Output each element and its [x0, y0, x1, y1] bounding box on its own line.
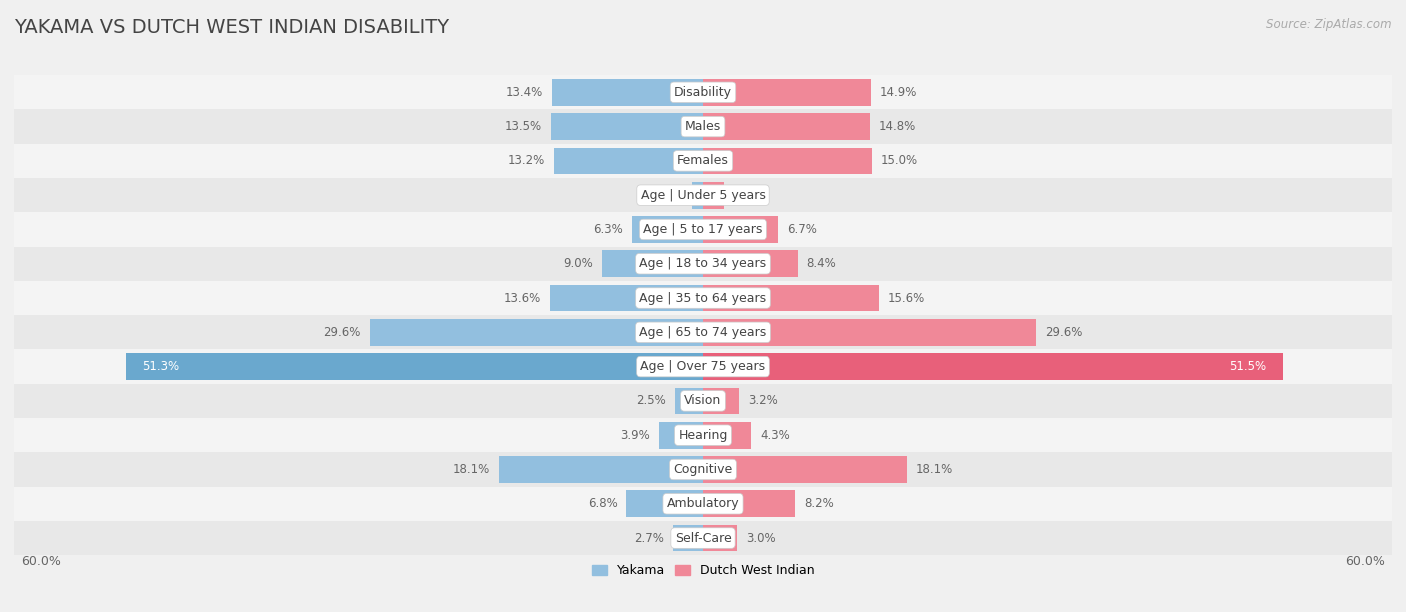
Bar — [370, 319, 703, 346]
Text: 14.9%: 14.9% — [880, 86, 917, 99]
Text: Age | 18 to 34 years: Age | 18 to 34 years — [640, 257, 766, 271]
Text: 3.9%: 3.9% — [620, 428, 650, 442]
Text: Source: ZipAtlas.com: Source: ZipAtlas.com — [1267, 18, 1392, 31]
Bar — [703, 147, 872, 174]
Text: Age | 35 to 64 years: Age | 35 to 64 years — [640, 291, 766, 305]
Text: 3.2%: 3.2% — [748, 394, 778, 408]
Bar — [703, 216, 779, 243]
Text: Vision: Vision — [685, 394, 721, 408]
Text: 3.0%: 3.0% — [745, 532, 775, 545]
Text: Males: Males — [685, 120, 721, 133]
Text: 29.6%: 29.6% — [323, 326, 361, 339]
Bar — [703, 113, 869, 140]
Bar — [14, 75, 1392, 110]
Bar — [703, 79, 870, 106]
Text: Cognitive: Cognitive — [673, 463, 733, 476]
Bar — [14, 349, 1392, 384]
Text: 15.6%: 15.6% — [887, 291, 925, 305]
Bar — [675, 387, 703, 414]
Text: 6.8%: 6.8% — [588, 498, 617, 510]
Text: 13.4%: 13.4% — [506, 86, 543, 99]
Text: Hearing: Hearing — [678, 428, 728, 442]
Bar — [14, 110, 1392, 144]
Bar — [14, 247, 1392, 281]
Bar — [14, 452, 1392, 487]
Bar — [659, 422, 703, 449]
Text: 60.0%: 60.0% — [21, 555, 60, 568]
Bar — [627, 490, 703, 517]
Text: Females: Females — [678, 154, 728, 167]
Text: YAKAMA VS DUTCH WEST INDIAN DISABILITY: YAKAMA VS DUTCH WEST INDIAN DISABILITY — [14, 18, 449, 37]
Bar — [672, 524, 703, 551]
Text: 29.6%: 29.6% — [1045, 326, 1083, 339]
Bar — [14, 315, 1392, 349]
Bar — [703, 182, 724, 209]
Text: 15.0%: 15.0% — [882, 154, 918, 167]
Bar — [14, 178, 1392, 212]
Text: Age | Under 5 years: Age | Under 5 years — [641, 188, 765, 202]
Bar — [125, 353, 703, 380]
Bar — [703, 524, 737, 551]
Bar — [703, 250, 797, 277]
Bar — [554, 147, 703, 174]
Text: 14.8%: 14.8% — [879, 120, 915, 133]
Bar — [703, 285, 879, 312]
Bar — [14, 281, 1392, 315]
Text: Age | 65 to 74 years: Age | 65 to 74 years — [640, 326, 766, 339]
Bar — [14, 144, 1392, 178]
Bar — [692, 182, 703, 209]
Bar — [703, 319, 1036, 346]
Bar — [550, 285, 703, 312]
Bar — [499, 456, 703, 483]
Text: 8.4%: 8.4% — [807, 257, 837, 271]
Legend: Yakama, Dutch West Indian: Yakama, Dutch West Indian — [586, 559, 820, 582]
Bar — [14, 521, 1392, 555]
Text: 2.5%: 2.5% — [636, 394, 666, 408]
Text: 6.3%: 6.3% — [593, 223, 623, 236]
Text: 51.5%: 51.5% — [1229, 360, 1265, 373]
Text: Disability: Disability — [673, 86, 733, 99]
Bar — [633, 216, 703, 243]
Text: Age | 5 to 17 years: Age | 5 to 17 years — [644, 223, 762, 236]
Bar — [551, 113, 703, 140]
Text: Self-Care: Self-Care — [675, 532, 731, 545]
Bar — [703, 456, 907, 483]
Text: Ambulatory: Ambulatory — [666, 498, 740, 510]
Text: 1.9%: 1.9% — [734, 188, 763, 202]
Bar — [602, 250, 703, 277]
Text: 6.7%: 6.7% — [787, 223, 817, 236]
Text: 1.0%: 1.0% — [652, 188, 683, 202]
Text: 18.1%: 18.1% — [915, 463, 953, 476]
Bar — [703, 387, 740, 414]
Text: 13.5%: 13.5% — [505, 120, 543, 133]
Text: Age | Over 75 years: Age | Over 75 years — [641, 360, 765, 373]
Bar — [703, 422, 751, 449]
Bar — [553, 79, 703, 106]
Text: 2.7%: 2.7% — [634, 532, 664, 545]
Bar — [703, 490, 796, 517]
Text: 8.2%: 8.2% — [804, 498, 834, 510]
Text: 13.2%: 13.2% — [508, 154, 546, 167]
Text: 18.1%: 18.1% — [453, 463, 491, 476]
Text: 9.0%: 9.0% — [562, 257, 593, 271]
Bar — [703, 353, 1282, 380]
Text: 51.3%: 51.3% — [142, 360, 180, 373]
Bar — [14, 384, 1392, 418]
Bar — [14, 418, 1392, 452]
Text: 60.0%: 60.0% — [1346, 555, 1385, 568]
Text: 4.3%: 4.3% — [761, 428, 790, 442]
Bar — [14, 487, 1392, 521]
Text: 13.6%: 13.6% — [503, 291, 541, 305]
Bar — [14, 212, 1392, 247]
